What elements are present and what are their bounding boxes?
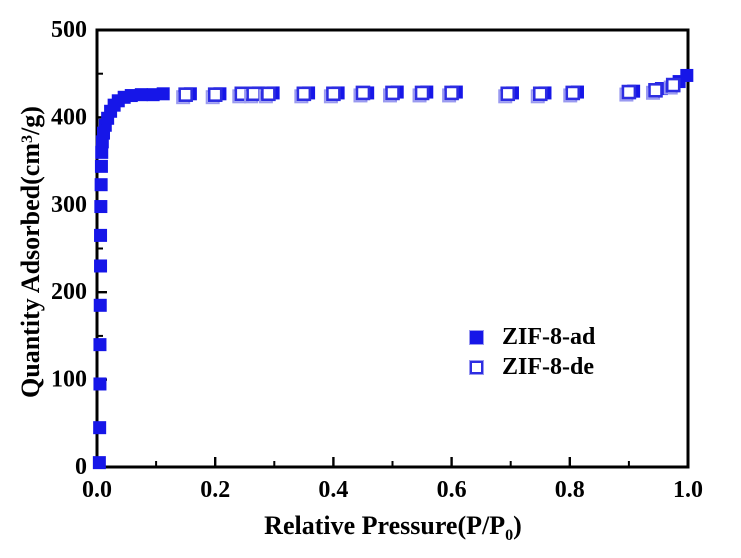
marker-ad-filled-square <box>95 145 109 159</box>
series-zif-8-ad <box>92 68 694 470</box>
y-tick-label: 100 <box>51 367 87 393</box>
marker-de-open-square <box>500 86 516 102</box>
marker-de-open-square <box>414 85 430 101</box>
y-axis-title-sup: 3 <box>18 134 36 143</box>
marker-ad-filled-square <box>93 298 107 312</box>
marker-de-open-square <box>178 87 193 102</box>
legend: ZIF-8-ad ZIF-8-de <box>469 324 596 380</box>
legend-label-zif-8-ad: ZIF-8-ad <box>502 324 596 350</box>
x-tick-label: 0.2 <box>200 477 230 503</box>
marker-ad-filled-square <box>680 68 694 82</box>
y-tick-label: 200 <box>51 279 87 305</box>
x-axis-title-main: Relative Pressure(P/P <box>264 511 506 541</box>
marker-ad-filled-square <box>93 377 107 391</box>
marker-ad-filled-square <box>93 421 107 435</box>
x-tick-label: 0.0 <box>82 477 112 503</box>
marker-de-open-square <box>665 77 681 93</box>
marker-de-open-square <box>296 86 312 102</box>
marker-ad-filled-square <box>94 259 108 273</box>
y-tick-label: 0 <box>75 454 87 480</box>
x-axis-title: Relative Pressure(P/P0) <box>264 511 522 545</box>
marker-ad-filled-square <box>156 87 170 101</box>
marker-de-open-square <box>326 86 341 102</box>
x-tick-label: 1.0 <box>673 477 703 503</box>
marker-ad-filled-square <box>93 338 107 352</box>
y-axis-title-main: Quantity Adsorbed(cm <box>16 142 45 398</box>
y-tick-label: 500 <box>51 17 87 43</box>
marker-de-open-square <box>355 85 371 101</box>
x-tick-label: 0.4 <box>318 477 348 503</box>
marker-ad-filled-square <box>134 88 148 102</box>
x-tick-label: 0.8 <box>555 477 585 503</box>
marker-de-open-square <box>444 85 459 101</box>
x-axis-title-sub: 0 <box>505 526 514 544</box>
marker-ad-filled-square <box>146 88 160 102</box>
marker-de-open-square <box>532 86 548 102</box>
filled-square-icon <box>469 329 484 345</box>
marker-ad-filled-square <box>94 200 108 214</box>
y-axis-title-end: /g) <box>16 106 45 135</box>
marker-ad-filled-square <box>94 159 108 173</box>
marker-ad-filled-square <box>94 228 108 242</box>
legend-entry-zif-8-ad: ZIF-8-ad <box>469 324 596 350</box>
marker-de-open-square <box>648 83 663 98</box>
y-tick-label: 400 <box>51 104 87 130</box>
y-tick-label: 300 <box>51 192 87 218</box>
series-zif-8-de <box>176 77 681 105</box>
marker-de-open-square <box>261 86 276 102</box>
legend-label-zif-8-de: ZIF-8-de <box>502 354 594 380</box>
y-axis-title: Quantity Adsorbed(cm3/g) <box>16 106 46 398</box>
marker-ad-filled-square <box>124 89 138 103</box>
marker-de-open-square <box>565 85 581 101</box>
legend-entry-zif-8-de: ZIF-8-de <box>469 354 595 380</box>
marker-de-open-square <box>385 85 400 101</box>
open-square-icon <box>469 359 484 375</box>
marker-ad-filled-square <box>94 178 108 192</box>
x-tick-label: 0.6 <box>437 477 467 503</box>
marker-de-open-square <box>246 86 261 102</box>
marker-de-open-square <box>207 87 223 102</box>
marker-ad-filled-square <box>92 456 106 470</box>
x-axis-title-end: ) <box>513 511 522 541</box>
marker-de-open-square <box>621 84 637 100</box>
